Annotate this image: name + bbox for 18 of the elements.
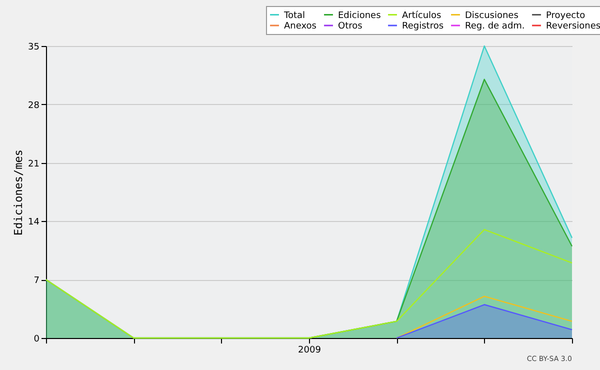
y-tick-label: 28 (28, 100, 40, 111)
legend-label: Artículos (402, 10, 442, 21)
y-tick-label: 14 (28, 218, 40, 228)
y-axis-title: Ediciones/mes (12, 149, 26, 236)
x-tick-label: 2009 (298, 346, 322, 356)
legend-label: Registros (402, 22, 444, 32)
y-tick-label: 0 (34, 334, 40, 344)
y-tick-label: 35 (28, 42, 40, 52)
legend-label: Anexos (284, 22, 317, 32)
legend-label: Otros (338, 22, 363, 32)
legend-label: Total (283, 10, 306, 21)
legend-label: Proyecto (546, 10, 586, 21)
legend-label: Discusiones (465, 10, 519, 21)
legend-label: Reg. de adm. (465, 22, 525, 32)
y-tick-label: 21 (28, 159, 40, 170)
y-tick-label: 7 (34, 276, 40, 286)
legend-label: Ediciones (338, 10, 382, 21)
legend-label: Reversiones (546, 22, 600, 32)
